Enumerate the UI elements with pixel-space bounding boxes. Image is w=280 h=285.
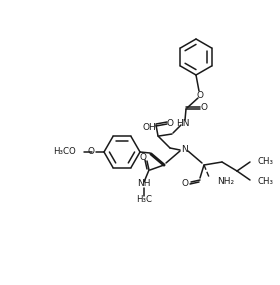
Text: O: O [139, 152, 146, 162]
Text: O: O [167, 119, 174, 127]
Text: H₃C: H₃C [136, 196, 152, 205]
Text: N: N [181, 146, 187, 154]
Text: CH₃: CH₃ [258, 156, 274, 166]
Text: O: O [197, 91, 204, 101]
Text: O: O [200, 103, 207, 113]
Text: CH₃: CH₃ [258, 176, 274, 186]
Text: H₃CO: H₃CO [53, 146, 76, 156]
Text: NH₂: NH₂ [217, 176, 234, 186]
Text: NH: NH [137, 180, 151, 188]
Text: HN: HN [176, 119, 190, 127]
Text: O: O [181, 178, 188, 188]
Text: O: O [87, 148, 94, 156]
Text: OH: OH [142, 123, 156, 133]
